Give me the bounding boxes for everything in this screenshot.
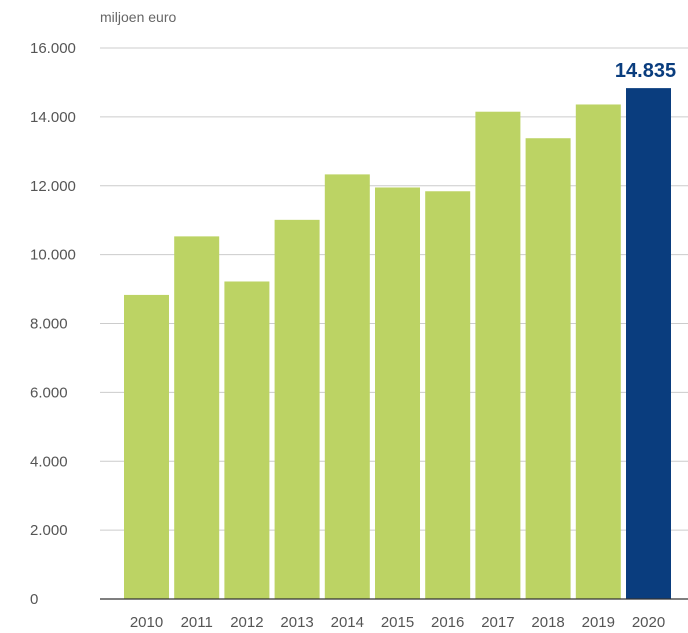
y-tick-label: 2.000	[30, 522, 68, 539]
bar-2020	[626, 88, 671, 599]
y-axis-ticks: 0 2.000 4.000 6.000 8.000 10.000 12.000 14.000 1…	[30, 40, 76, 608]
y-tick-label: 16.000	[30, 40, 76, 57]
y-tick-label: 12.000	[30, 178, 76, 195]
bar-2017	[475, 111, 521, 599]
y-tick-label: 14.000	[30, 109, 76, 126]
bar-2016	[425, 191, 471, 599]
x-tick-label: 2020	[632, 614, 665, 631]
y-tick-label: 10.000	[30, 247, 76, 264]
x-tick-label: 2017	[481, 614, 514, 631]
x-tick-label: 2018	[531, 614, 564, 631]
x-tick-label: 2014	[331, 614, 364, 631]
bar-2018	[525, 138, 571, 599]
x-tick-label: 2019	[582, 614, 615, 631]
y-axis-unit-label: miljoen euro	[100, 9, 176, 25]
bar-2019	[575, 104, 621, 599]
bar-2010	[124, 294, 169, 599]
bar-2013	[274, 219, 320, 599]
y-tick-label: 0	[30, 591, 38, 608]
x-tick-label: 2013	[280, 614, 313, 631]
x-tick-label: 2016	[431, 614, 464, 631]
highlight-value-label: 14.835	[615, 60, 676, 82]
bar-2011	[174, 236, 220, 600]
bar-2012	[224, 281, 270, 599]
x-axis-labels: 2010 2011 2012 2013 2014 2015 2016 2017 2018 2019…	[130, 614, 665, 631]
y-tick-label: 8.000	[30, 316, 68, 333]
y-tick-label: 4.000	[30, 453, 68, 470]
x-tick-label: 2011	[181, 614, 213, 631]
x-tick-label: 2010	[130, 614, 163, 631]
x-tick-label: 2015	[381, 614, 414, 631]
y-tick-label: 6.000	[30, 384, 68, 401]
bar-2015	[375, 187, 420, 600]
bars	[124, 88, 671, 600]
x-tick-label: 2012	[230, 614, 263, 631]
bar-2014	[324, 174, 370, 599]
